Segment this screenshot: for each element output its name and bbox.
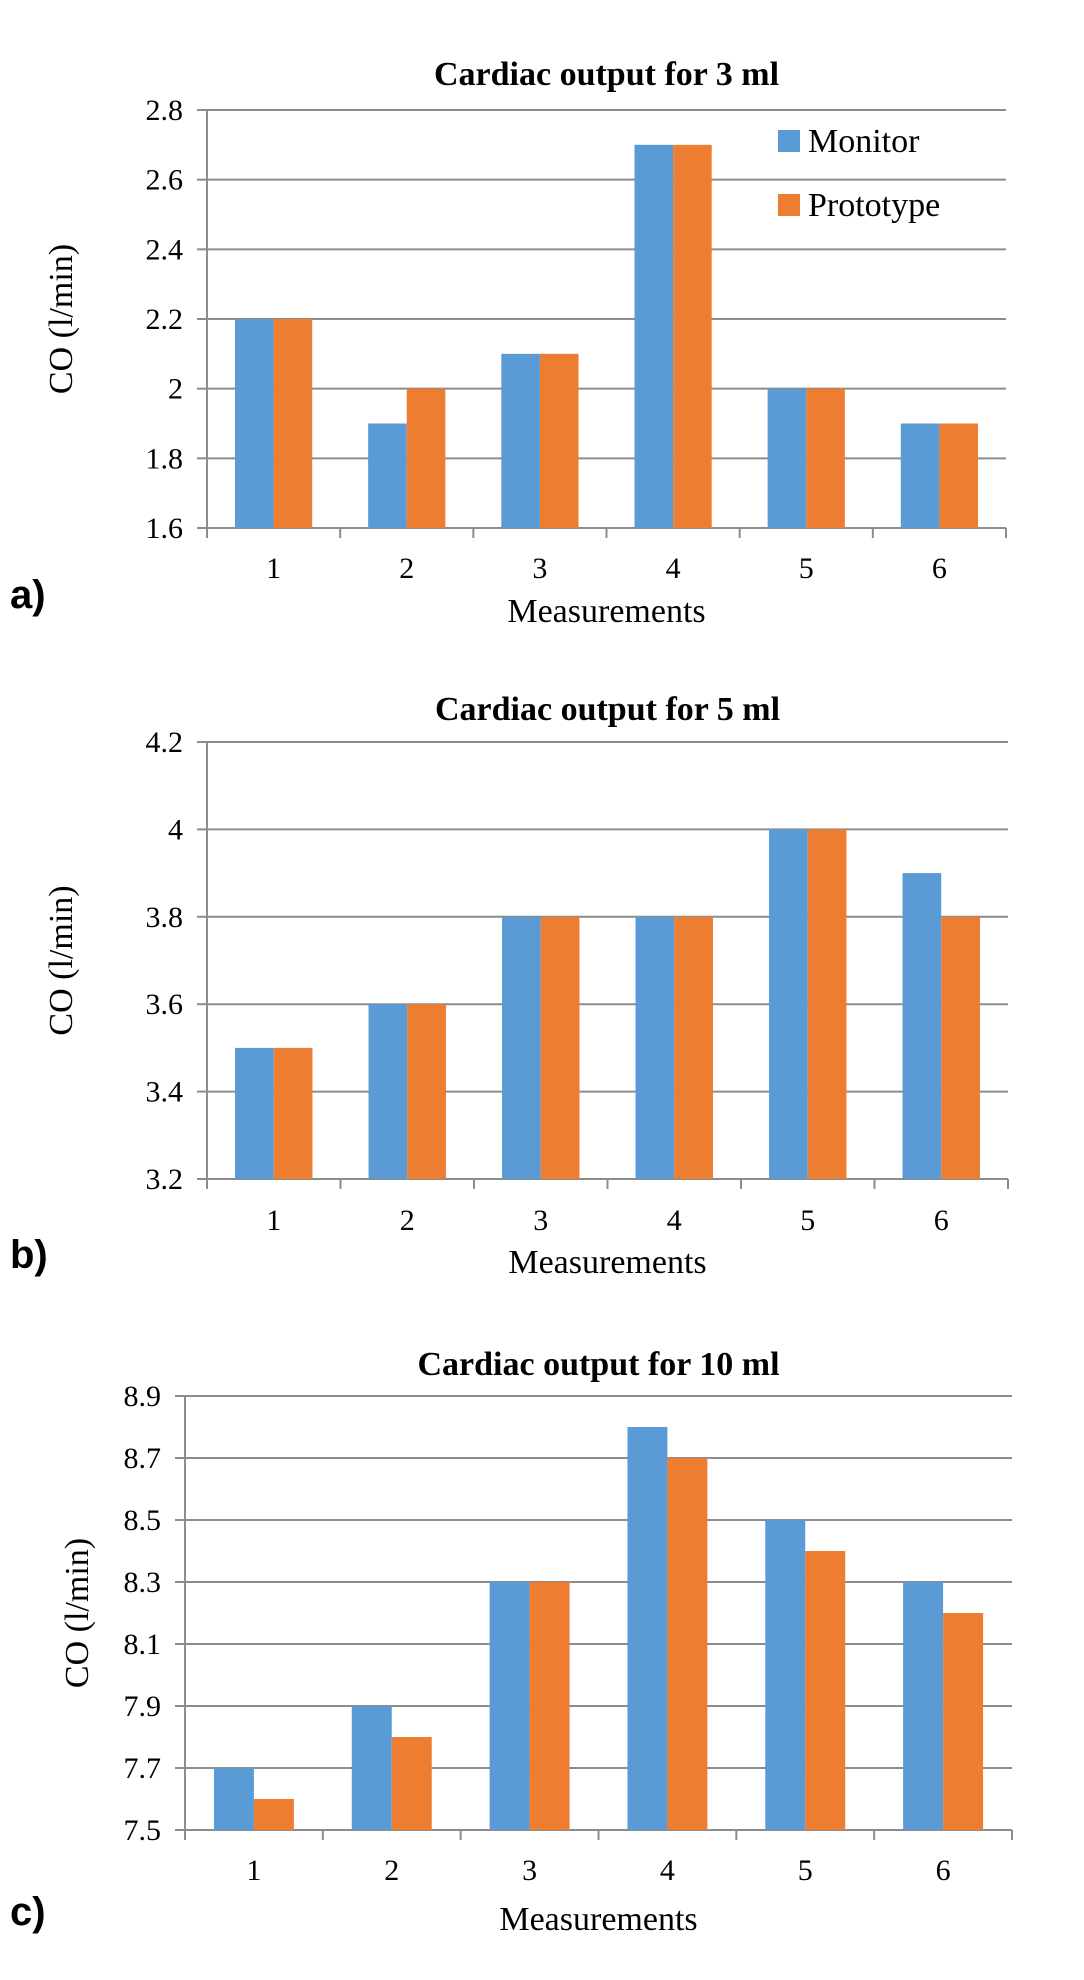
y-tick-label: 3.2 <box>146 1163 184 1196</box>
legend-label-prototype: Prototype <box>808 187 940 224</box>
bar-prototype-6 <box>941 916 980 1179</box>
x-tick-label: 5 <box>799 552 814 585</box>
bar-monitor-2 <box>368 423 407 528</box>
y-tick-label: 4.2 <box>146 726 184 759</box>
legend-swatch-prototype <box>778 194 800 216</box>
x-tick-label: 6 <box>936 1854 951 1887</box>
bar-prototype-1 <box>273 1047 313 1179</box>
y-tick-label: 3.6 <box>146 988 184 1021</box>
legend-label-monitor: Monitor <box>808 123 920 160</box>
x-tick-label: 4 <box>667 1204 682 1237</box>
bar-monitor-1 <box>234 319 274 528</box>
x-axis-label: Measurements <box>508 1244 706 1281</box>
bar-monitor-3 <box>502 916 541 1179</box>
chart-3: Cardiac output for 10 ml 7.5 7.7 7.9 8.1 8.3 8… <box>10 1346 1013 1938</box>
panel-label: b) <box>10 1233 48 1277</box>
bar-prototype-5 <box>806 388 845 528</box>
bar-prototype-2 <box>406 388 446 528</box>
bar-prototype-5 <box>805 1551 846 1830</box>
bar-prototype-3 <box>540 916 580 1179</box>
bar-prototype-2 <box>407 1004 446 1179</box>
y-tick-label: 8.5 <box>124 1504 162 1537</box>
bar-monitor-3 <box>489 1582 530 1830</box>
bar-monitor-5 <box>767 388 807 528</box>
chart-title: Cardiac output for 10 ml <box>417 1346 779 1383</box>
y-tick-label: 1.6 <box>146 512 184 545</box>
bar-prototype-6 <box>943 1613 984 1830</box>
bar-prototype-3 <box>539 353 579 528</box>
x-axis-label: Measurements <box>499 1901 697 1938</box>
x-tick-label: 2 <box>384 1854 399 1887</box>
chart-1: Cardiac output for 3 ml 1.6 1.8 2 2.2 2.4 2.6 2… <box>10 56 1007 630</box>
x-tick-label: 4 <box>660 1854 675 1887</box>
x-tick-label: 5 <box>798 1854 813 1887</box>
bar-monitor-6 <box>902 873 942 1179</box>
x-axis-label: Measurements <box>507 593 705 630</box>
y-tick-label: 3.4 <box>146 1076 184 1109</box>
y-tick-label: 8.3 <box>124 1566 162 1599</box>
x-tick-label: 2 <box>399 552 414 585</box>
x-tick-label: 2 <box>400 1204 415 1237</box>
x-tick-label: 3 <box>532 552 547 585</box>
bar-monitor-2 <box>368 1004 408 1179</box>
x-tick-label: 3 <box>533 1204 548 1237</box>
bar-prototype-1 <box>273 319 313 528</box>
chart-title: Cardiac output for 3 ml <box>434 56 779 93</box>
bar-monitor-6 <box>900 423 940 528</box>
bar-monitor-3 <box>501 353 540 528</box>
x-tick-label: 4 <box>666 552 681 585</box>
x-tick-label: 1 <box>246 1854 261 1887</box>
bar-monitor-2 <box>351 1706 392 1830</box>
y-tick-label: 2.4 <box>146 233 184 266</box>
panel-label: a) <box>10 573 46 617</box>
bar-monitor-5 <box>765 1520 806 1830</box>
y-tick-label: 8.1 <box>124 1628 162 1661</box>
x-tick-label: 3 <box>522 1854 537 1887</box>
x-tick-label: 5 <box>800 1204 815 1237</box>
y-tick-label: 7.7 <box>124 1752 162 1785</box>
bar-prototype-1 <box>253 1799 294 1830</box>
y-tick-label: 2.2 <box>146 303 184 336</box>
panel-label: c) <box>10 1890 46 1934</box>
bar-prototype-4 <box>667 1458 708 1830</box>
x-tick-label: 1 <box>266 1204 281 1237</box>
chart-title: Cardiac output for 5 ml <box>435 691 780 728</box>
y-tick-label: 7.9 <box>124 1690 162 1723</box>
y-tick-label: 2.8 <box>146 94 184 127</box>
bar-prototype-6 <box>939 423 979 528</box>
legend-swatch-monitor <box>778 130 800 152</box>
bar-monitor-1 <box>213 1768 254 1830</box>
bar-monitor-4 <box>627 1427 668 1830</box>
bar-prototype-2 <box>391 1737 432 1830</box>
y-axis-label: CO (l/min) <box>43 244 80 394</box>
y-axis-label: CO (l/min) <box>43 885 80 1035</box>
bar-prototype-3 <box>529 1582 570 1830</box>
x-tick-label: 6 <box>934 1204 949 1237</box>
y-tick-label: 7.5 <box>124 1814 162 1847</box>
x-tick-label: 6 <box>932 552 947 585</box>
y-tick-label: 1.8 <box>146 442 184 475</box>
bar-prototype-5 <box>807 829 847 1179</box>
bar-monitor-6 <box>903 1582 944 1830</box>
x-tick-label: 1 <box>266 552 281 585</box>
y-tick-label: 4 <box>168 813 183 846</box>
bar-monitor-4 <box>635 916 675 1179</box>
bar-monitor-4 <box>634 144 674 529</box>
y-tick-label: 8.9 <box>124 1380 162 1413</box>
chart-2: Cardiac output for 5 ml 3.2 3.4 3.6 3.8 4 4.2 1… <box>10 691 1009 1281</box>
bar-prototype-4 <box>673 144 712 529</box>
bar-monitor-1 <box>235 1047 274 1179</box>
y-tick-label: 8.7 <box>124 1442 162 1475</box>
y-tick-label: 2.6 <box>146 164 184 197</box>
bar-prototype-4 <box>674 916 713 1179</box>
y-axis-label: CO (l/min) <box>59 1538 96 1688</box>
bar-monitor-5 <box>769 829 808 1179</box>
y-tick-label: 3.8 <box>146 901 184 934</box>
y-tick-label: 2 <box>168 373 183 406</box>
